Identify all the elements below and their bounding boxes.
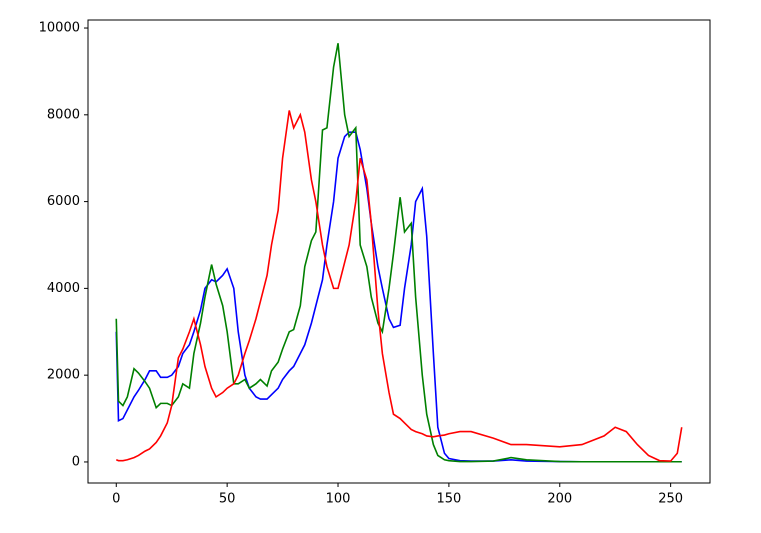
series-line [115,43,682,463]
x-tick-label: 0 [112,492,120,507]
x-tick-label: 200 [547,492,572,507]
y-tick-label: 0 [72,454,80,469]
x-tick-label: 150 [436,492,461,507]
series-line [115,110,683,462]
x-tick-label: 100 [326,492,351,507]
plot-frame [87,19,711,484]
x-tick-label: 250 [658,492,683,507]
y-tick-label: 10000 [39,21,80,36]
y-tick-label: 8000 [47,107,80,122]
series-line [115,131,682,463]
y-tick-label: 4000 [47,281,80,296]
x-tick-label: 50 [219,492,236,507]
y-tick-label: 6000 [47,194,80,209]
y-tick-label: 2000 [47,368,80,383]
